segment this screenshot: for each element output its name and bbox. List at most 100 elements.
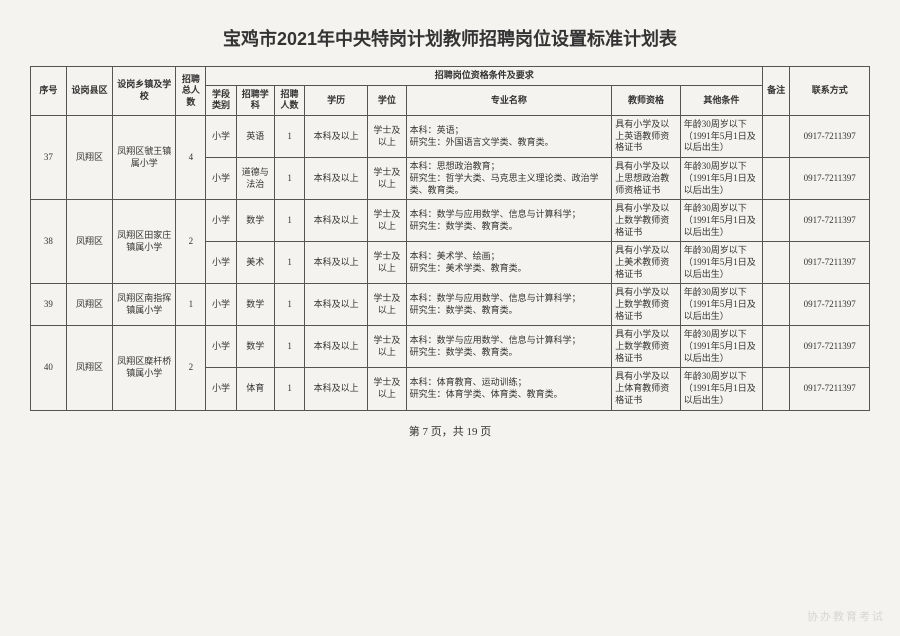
col-contact: 联系方式 — [790, 67, 870, 116]
col-cert: 教师资格 — [612, 85, 681, 115]
cell-degree: 学士及以上 — [368, 242, 406, 284]
cell-school: 凤翔区南指挥镇属小学 — [113, 284, 176, 326]
cell-cert: 具有小学及以上美术教师资格证书 — [612, 242, 681, 284]
cell-school: 凤翔区虢王镇属小学 — [113, 116, 176, 200]
col-seq: 序号 — [31, 67, 67, 116]
cell-major: 本科：思想政治教育；研究生：哲学大类、马克思主义理论类、政治学类、教育类。 — [406, 158, 612, 200]
page-title: 宝鸡市2021年中央特岗计划教师招聘岗位设置标准计划表 — [30, 25, 870, 51]
cell-remark — [762, 200, 789, 242]
cell-degree: 学士及以上 — [368, 326, 406, 368]
cell-contact: 0917-7211397 — [790, 200, 870, 242]
cell-county: 凤翔区 — [66, 116, 113, 200]
table-body: 37凤翔区凤翔区虢王镇属小学4小学英语1本科及以上学士及以上本科：英语；研究生：… — [31, 116, 870, 410]
table-row: 39凤翔区凤翔区南指挥镇属小学1小学数学1本科及以上学士及以上本科：数学与应用数… — [31, 284, 870, 326]
cell-subject: 数学 — [236, 200, 274, 242]
cell-degree: 学士及以上 — [368, 368, 406, 410]
table-row: 38凤翔区凤翔区田家庄镇属小学2小学数学1本科及以上学士及以上本科：数学与应用数… — [31, 200, 870, 242]
cell-subject: 道德与法治 — [236, 158, 274, 200]
cell-subject: 体育 — [236, 368, 274, 410]
col-county: 设岗县区 — [66, 67, 113, 116]
col-major: 专业名称 — [406, 85, 612, 115]
cell-edu: 本科及以上 — [305, 368, 368, 410]
cell-county: 凤翔区 — [66, 284, 113, 326]
col-total: 招聘总人数 — [176, 67, 206, 116]
cell-total: 4 — [176, 116, 206, 200]
col-school: 设岗乡镇及学校 — [113, 67, 176, 116]
cell-degree: 学士及以上 — [368, 200, 406, 242]
watermark: 协办教育考试 — [807, 608, 885, 624]
cell-total: 2 — [176, 200, 206, 284]
cell-edu: 本科及以上 — [305, 200, 368, 242]
cell-total: 2 — [176, 326, 206, 410]
cell-major: 本科：英语；研究生：外国语言文学类、教育类。 — [406, 116, 612, 158]
cell-remark — [762, 326, 789, 368]
cell-contact: 0917-7211397 — [790, 368, 870, 410]
col-stage: 学段类别 — [206, 85, 236, 115]
cell-contact: 0917-7211397 — [790, 242, 870, 284]
cell-major: 本科：数学与应用数学、信息与计算科学；研究生：数学类、教育类。 — [406, 200, 612, 242]
cell-major: 本科：数学与应用数学、信息与计算科学；研究生：数学类、教育类。 — [406, 284, 612, 326]
cell-remark — [762, 116, 789, 158]
page-footer: 第 7 页，共 19 页 — [30, 423, 870, 439]
cell-cert: 具有小学及以上数学教师资格证书 — [612, 284, 681, 326]
cell-seq: 40 — [31, 326, 67, 410]
cell-contact: 0917-7211397 — [790, 326, 870, 368]
cell-other: 年龄30周岁以下（1991年5月1日及以后出生） — [680, 242, 762, 284]
cell-degree: 学士及以上 — [368, 158, 406, 200]
cell-stage: 小学 — [206, 284, 236, 326]
cell-stage: 小学 — [206, 200, 236, 242]
cell-cert: 具有小学及以上体育教师资格证书 — [612, 368, 681, 410]
cell-edu: 本科及以上 — [305, 284, 368, 326]
table-row: 37凤翔区凤翔区虢王镇属小学4小学英语1本科及以上学士及以上本科：英语；研究生：… — [31, 116, 870, 158]
cell-stage: 小学 — [206, 116, 236, 158]
cell-cert: 具有小学及以上英语教师资格证书 — [612, 116, 681, 158]
table-row: 40凤翔区凤翔区糜杆桥镇属小学2小学数学1本科及以上学士及以上本科：数学与应用数… — [31, 326, 870, 368]
table-header: 序号 设岗县区 设岗乡镇及学校 招聘总人数 招聘岗位资格条件及要求 备注 联系方… — [31, 67, 870, 116]
cell-subject: 英语 — [236, 116, 274, 158]
col-remark: 备注 — [762, 67, 789, 116]
col-num: 招聘人数 — [274, 85, 304, 115]
cell-num: 1 — [274, 158, 304, 200]
cell-contact: 0917-7211397 — [790, 116, 870, 158]
cell-cert: 具有小学及以上数学教师资格证书 — [612, 326, 681, 368]
cell-cert: 具有小学及以上数学教师资格证书 — [612, 200, 681, 242]
cell-remark — [762, 242, 789, 284]
cell-num: 1 — [274, 116, 304, 158]
cell-stage: 小学 — [206, 158, 236, 200]
col-degree: 学位 — [368, 85, 406, 115]
cell-seq: 39 — [31, 284, 67, 326]
cell-school: 凤翔区糜杆桥镇属小学 — [113, 326, 176, 410]
cell-major: 本科：数学与应用数学、信息与计算科学；研究生：数学类、教育类。 — [406, 326, 612, 368]
cell-remark — [762, 284, 789, 326]
cell-seq: 37 — [31, 116, 67, 200]
cell-major: 本科：体育教育、运动训练；研究生：体育学类、体育类、教育类。 — [406, 368, 612, 410]
cell-total: 1 — [176, 284, 206, 326]
cell-stage: 小学 — [206, 368, 236, 410]
cell-degree: 学士及以上 — [368, 116, 406, 158]
cell-num: 1 — [274, 326, 304, 368]
cell-other: 年龄30周岁以下（1991年5月1日及以后出生） — [680, 284, 762, 326]
cell-stage: 小学 — [206, 242, 236, 284]
col-req-group: 招聘岗位资格条件及要求 — [206, 67, 763, 86]
cell-other: 年龄30周岁以下（1991年5月1日及以后出生） — [680, 368, 762, 410]
cell-edu: 本科及以上 — [305, 158, 368, 200]
cell-seq: 38 — [31, 200, 67, 284]
cell-subject: 美术 — [236, 242, 274, 284]
cell-school: 凤翔区田家庄镇属小学 — [113, 200, 176, 284]
cell-cert: 具有小学及以上思想政治教师资格证书 — [612, 158, 681, 200]
cell-other: 年龄30周岁以下（1991年5月1日及以后出生） — [680, 116, 762, 158]
cell-edu: 本科及以上 — [305, 242, 368, 284]
cell-other: 年龄30周岁以下（1991年5月1日及以后出生） — [680, 326, 762, 368]
cell-num: 1 — [274, 368, 304, 410]
cell-other: 年龄30周岁以下（1991年5月1日及以后出生） — [680, 200, 762, 242]
cell-contact: 0917-7211397 — [790, 284, 870, 326]
recruitment-table: 序号 设岗县区 设岗乡镇及学校 招聘总人数 招聘岗位资格条件及要求 备注 联系方… — [30, 66, 870, 411]
cell-county: 凤翔区 — [66, 200, 113, 284]
cell-num: 1 — [274, 200, 304, 242]
cell-subject: 数学 — [236, 284, 274, 326]
cell-num: 1 — [274, 242, 304, 284]
cell-remark — [762, 368, 789, 410]
cell-num: 1 — [274, 284, 304, 326]
cell-edu: 本科及以上 — [305, 116, 368, 158]
cell-major: 本科：美术学、绘画；研究生：美术学类、教育类。 — [406, 242, 612, 284]
